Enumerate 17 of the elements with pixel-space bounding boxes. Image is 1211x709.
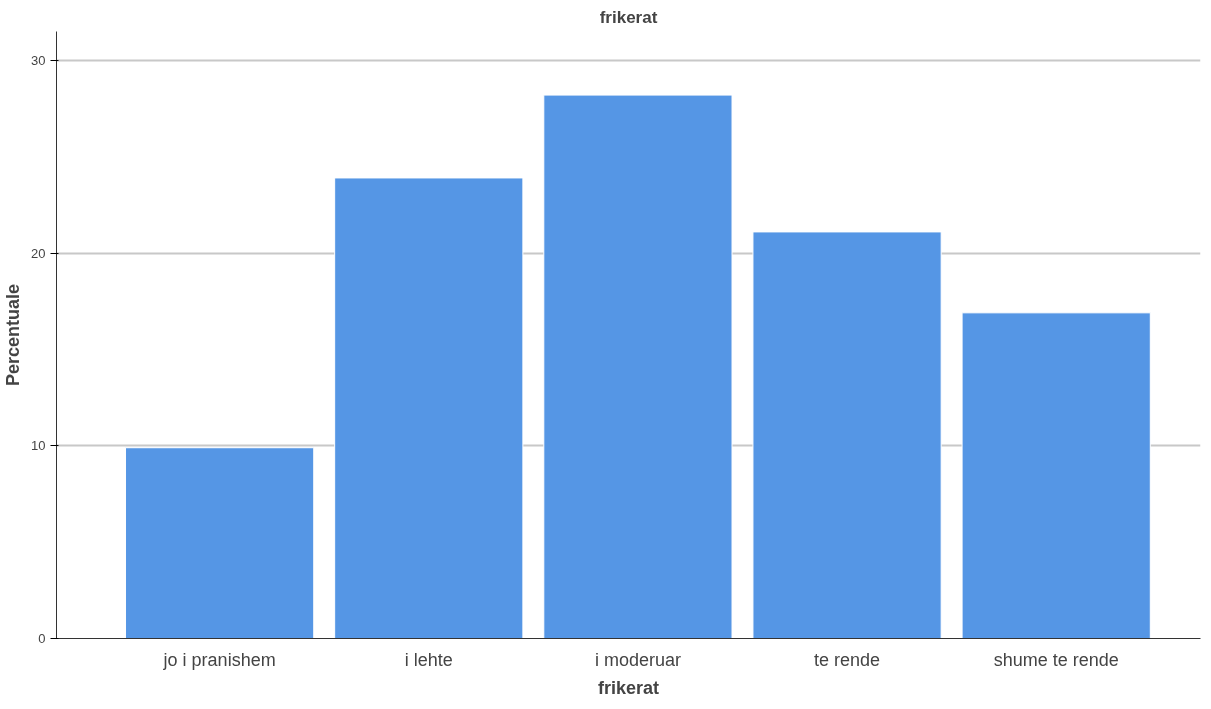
y-tick-label: 30	[31, 52, 46, 68]
x-axis-title: frikerat	[597, 677, 660, 698]
bar	[543, 94, 733, 639]
bar	[961, 312, 1151, 639]
y-tick-label: 20	[31, 245, 46, 261]
x-tick-label: i lehte	[404, 649, 453, 670]
y-tick-label: 0	[38, 631, 46, 646]
bar	[334, 177, 524, 639]
chart-title: frikerat	[599, 7, 658, 27]
x-tick-label: te rende	[814, 649, 881, 670]
x-tick-label: jo i pranishem	[162, 649, 276, 670]
y-tick-label: 10	[31, 438, 46, 454]
bar	[752, 231, 942, 639]
x-tick-label: shume te rende	[993, 649, 1119, 670]
x-tick-label: i moderuar	[594, 649, 681, 670]
y-axis-title: Percentuale	[3, 283, 24, 387]
bar	[125, 447, 315, 639]
